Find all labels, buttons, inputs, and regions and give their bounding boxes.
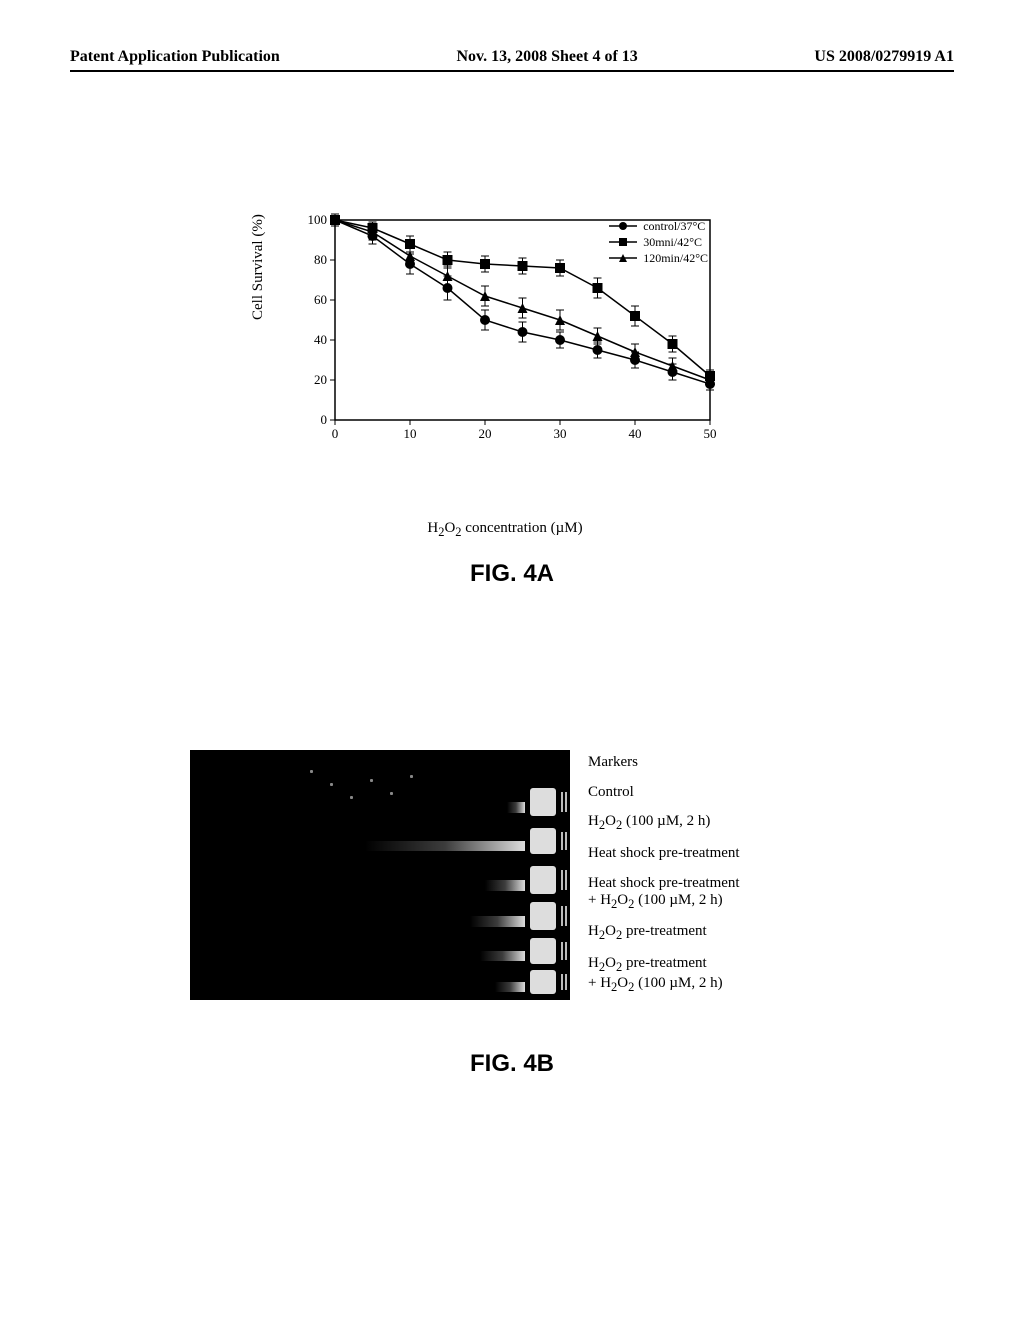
gel-band	[530, 866, 556, 894]
gel-lane-label: H2O2 pre-treatment+ H2O2 (100 µM, 2 h)	[588, 955, 740, 994]
y-axis-label: Cell Survival (%)	[250, 214, 267, 320]
svg-text:40: 40	[314, 332, 327, 347]
figure-4a-chart: Cell Survival (%) 0204060801000102030405…	[290, 210, 720, 490]
svg-text:10: 10	[404, 426, 417, 441]
header-center: Nov. 13, 2008 Sheet 4 of 13	[456, 48, 637, 66]
svg-text:50: 50	[704, 426, 717, 441]
svg-text:40: 40	[629, 426, 642, 441]
gel-smear	[507, 802, 525, 813]
gel-smear	[485, 880, 525, 891]
gel-lane-label: Heat shock pre-treatment+ H2O2 (100 µM, …	[588, 875, 740, 912]
legend-item: 30mni/42°C	[609, 234, 708, 250]
header-left: Patent Application Publication	[70, 48, 280, 66]
svg-text:80: 80	[314, 252, 327, 267]
figure-4b-label: FIG. 4B	[0, 1050, 1024, 1078]
gel-lane-label: H2O2 pre-treatment	[588, 923, 740, 942]
gel-smear	[480, 951, 525, 961]
figure-4b-gel: Markers Control H2O2 (100 µM, 2 h) Heat sho…	[190, 750, 870, 1010]
gel-band	[530, 970, 556, 994]
gel-lane-label: H2O2 (100 µM, 2 h)	[588, 813, 740, 832]
legend-item: control/37°C	[609, 218, 708, 234]
gel-lane-label: Heat shock pre-treatment	[588, 845, 740, 862]
svg-text:20: 20	[479, 426, 492, 441]
gel-smear	[365, 841, 525, 851]
gel-smear	[470, 916, 525, 927]
svg-text:0: 0	[332, 426, 339, 441]
svg-text:100: 100	[308, 212, 328, 227]
page-header: Patent Application Publication Nov. 13, …	[70, 48, 954, 72]
svg-text:60: 60	[314, 292, 327, 307]
chart-legend: control/37°C30mni/42°C120min/42°C	[609, 218, 708, 266]
legend-item: 120min/42°C	[609, 250, 708, 266]
gel-band	[530, 902, 556, 930]
gel-lane-label: Control	[588, 784, 740, 801]
gel-smear	[495, 982, 525, 992]
gel-image	[190, 750, 570, 1000]
gel-band	[530, 828, 556, 854]
gel-band	[530, 938, 556, 964]
figure-4a-label: FIG. 4A	[0, 560, 1024, 588]
svg-text:0: 0	[321, 412, 328, 427]
gel-lane-labels: Markers Control H2O2 (100 µM, 2 h) Heat sho…	[570, 750, 740, 1000]
svg-text:30: 30	[554, 426, 567, 441]
gel-lane-label: Markers	[588, 754, 740, 771]
x-axis-label: H2O2 concentration (µM)	[290, 520, 720, 540]
svg-text:20: 20	[314, 372, 327, 387]
header-right: US 2008/0279919 A1	[814, 48, 954, 66]
gel-band	[530, 788, 556, 816]
